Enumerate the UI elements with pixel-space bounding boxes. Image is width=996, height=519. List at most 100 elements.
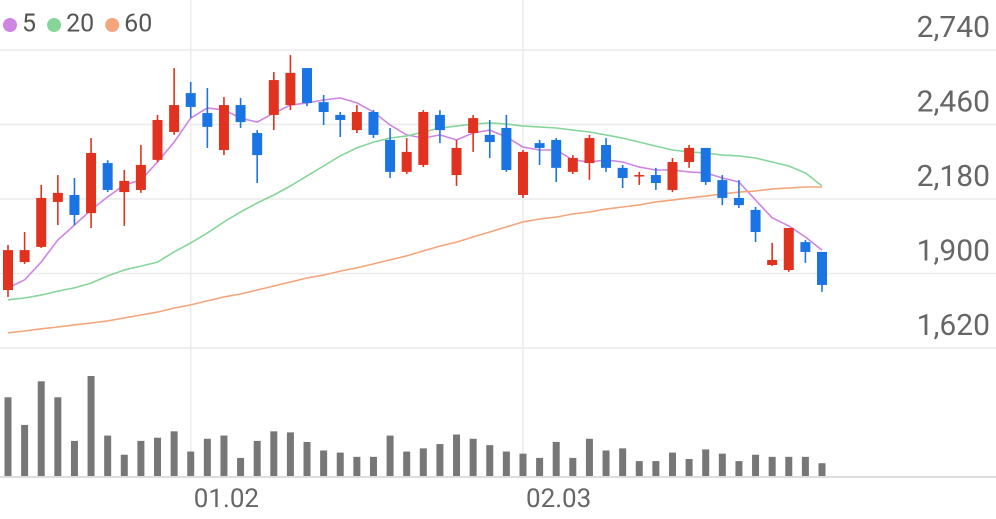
volume-bar	[569, 457, 577, 476]
y-tick-label: 2,460	[917, 84, 990, 119]
volume-bar	[137, 440, 145, 476]
volume-bar	[70, 440, 78, 476]
volume-bar	[336, 452, 344, 476]
candle-body	[252, 133, 263, 156]
volume-bar	[453, 434, 461, 476]
volume-bar	[353, 456, 361, 476]
candle-body	[119, 180, 130, 193]
candle-body	[302, 68, 313, 103]
volume-bar	[87, 376, 95, 476]
volume-bar	[170, 431, 178, 476]
volume-bar	[552, 441, 560, 476]
candle-body	[434, 114, 445, 131]
candle-body	[551, 139, 562, 168]
volume-bar	[652, 461, 660, 476]
volume-bar	[785, 456, 793, 476]
volume-bar	[685, 458, 693, 476]
candle-body	[3, 250, 13, 290]
volume-bar	[768, 456, 776, 476]
volume-bar	[718, 453, 726, 476]
candle-body	[102, 163, 113, 190]
ma-line	[7, 97, 823, 289]
candle-body	[318, 102, 329, 112]
candle-body	[19, 250, 30, 263]
candle-body	[235, 105, 246, 123]
candle-body	[86, 152, 97, 214]
candle-body	[484, 134, 495, 143]
candle-body	[601, 144, 612, 168]
volume-bar	[668, 452, 676, 476]
candle-body	[368, 111, 379, 135]
volume-bar	[469, 438, 477, 476]
candle-body	[52, 192, 63, 202]
y-tick-label: 2,180	[917, 159, 990, 194]
candle-body	[684, 147, 695, 163]
candle-body	[517, 151, 528, 196]
candle-body	[401, 151, 412, 172]
volume-bar	[203, 438, 211, 476]
candle-body	[36, 197, 47, 247]
candle-body	[567, 158, 578, 172]
candle-body	[717, 180, 728, 198]
ma-line	[7, 186, 822, 334]
candle-body	[418, 111, 429, 165]
candle-body	[185, 93, 196, 107]
volume-bar	[602, 450, 610, 476]
legend-label: 20	[66, 10, 94, 39]
candle-body	[202, 113, 213, 127]
candle-body	[733, 197, 744, 206]
candle-body	[667, 162, 678, 190]
candle-body	[817, 251, 827, 285]
volume-bar	[619, 448, 627, 476]
y-tick-label: 2,740	[917, 10, 990, 45]
volume-bar	[502, 451, 510, 476]
candle-body	[351, 111, 362, 131]
candle-body	[584, 138, 595, 164]
volume-bar	[818, 463, 826, 476]
volume-bar	[585, 438, 593, 476]
volume-bar	[536, 457, 544, 476]
candle-body	[617, 167, 628, 178]
candle-body	[767, 259, 778, 265]
volume-bar	[519, 453, 527, 476]
volume-bar	[303, 441, 311, 476]
volume-bar	[220, 435, 228, 476]
volume-bar	[21, 424, 29, 476]
candle-body	[800, 242, 811, 252]
legend-label: 60	[124, 10, 152, 39]
volume-bar	[635, 461, 643, 476]
volume-bar	[486, 445, 494, 476]
candle-body	[135, 164, 146, 190]
candle-body	[169, 105, 180, 132]
volume-bar	[37, 381, 45, 476]
candle-body	[534, 143, 545, 148]
candle-body	[501, 127, 512, 170]
volume-bar	[104, 435, 112, 476]
volume-bar	[187, 451, 195, 476]
candle-body	[634, 175, 645, 177]
volume-bar	[752, 454, 760, 476]
candle-body	[783, 228, 794, 271]
candle-body	[268, 80, 279, 115]
volume-bar	[4, 397, 12, 476]
volume-bar	[702, 449, 710, 476]
volume-bar	[419, 448, 427, 476]
candle-body	[69, 195, 80, 215]
candle-body	[218, 105, 229, 151]
volume-bar	[735, 461, 743, 476]
volume-bar	[120, 454, 128, 476]
volume-bar	[369, 456, 377, 476]
candle-body	[650, 175, 661, 184]
volume-bar	[54, 397, 62, 476]
candle-body	[285, 72, 296, 106]
candle-body	[152, 119, 163, 160]
legend-dot	[47, 18, 62, 32]
candle-body	[468, 118, 479, 134]
volume-bar	[386, 435, 394, 476]
x-tick-label: 01.02	[194, 484, 259, 514]
volume-bar	[436, 444, 444, 476]
candle-body	[750, 209, 761, 232]
y-tick-label: 1,900	[917, 233, 990, 268]
volume-bar	[403, 451, 411, 476]
